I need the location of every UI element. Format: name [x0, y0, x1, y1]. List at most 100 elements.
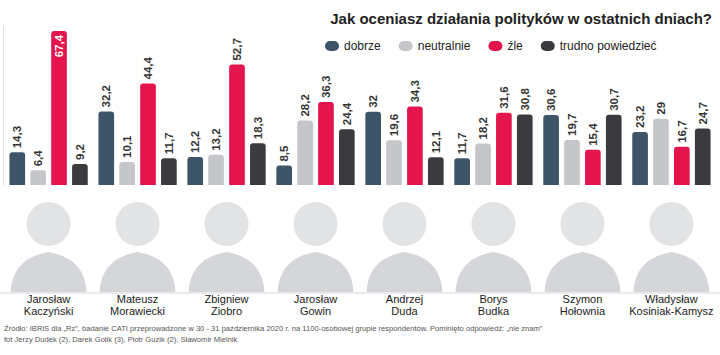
legend-label: źle	[507, 39, 523, 53]
photo-shoulders	[633, 252, 709, 292]
data-label: 12,1	[430, 130, 442, 153]
bar	[454, 158, 470, 185]
legend-item: neutralnie	[399, 39, 471, 53]
bar	[407, 107, 423, 185]
bar	[517, 115, 533, 185]
bar	[428, 157, 444, 185]
photo-shoulders	[189, 252, 265, 292]
photo-placeholder	[189, 202, 265, 292]
bar	[9, 152, 25, 185]
legend-swatch	[541, 41, 555, 51]
data-label: 15,4	[587, 123, 599, 146]
bar	[653, 119, 669, 185]
bar	[208, 155, 224, 185]
bar	[161, 158, 177, 185]
category-label: AndrzejDuda	[386, 293, 423, 317]
bar	[632, 132, 648, 185]
category-label: WładysławKosiniak-Kamysz	[629, 293, 713, 317]
data-label: 13,2	[210, 128, 222, 150]
bar	[386, 140, 402, 185]
data-label: 67,4	[53, 34, 65, 57]
bar	[297, 121, 313, 185]
data-label: 36,3	[320, 76, 332, 98]
legend-label: dobrze	[344, 39, 381, 53]
legend-swatch	[488, 41, 502, 51]
photo-head	[205, 202, 249, 246]
data-label: 28,2	[299, 94, 311, 116]
data-label: 23,2	[634, 106, 646, 128]
bar	[119, 162, 135, 185]
category-label: MateuszMorawiecki	[110, 293, 165, 317]
data-label: 30,8	[519, 88, 531, 111]
photo-shoulders	[11, 252, 87, 292]
bar	[72, 164, 88, 185]
photo-shoulders	[455, 252, 531, 292]
data-labels: 14,332,212,28,53211,730,623,26,410,113,2…	[11, 34, 708, 166]
photo-shoulders	[366, 252, 442, 292]
category-label: ZbigniewZiobro	[205, 293, 249, 317]
photo-baseline	[0, 293, 720, 294]
data-label: 52,7	[231, 38, 243, 60]
data-label: 8,5	[278, 145, 290, 162]
data-label: 18,2	[477, 117, 489, 139]
data-label: 32,2	[100, 85, 112, 107]
photo-head	[560, 202, 604, 246]
photo-shoulders	[278, 252, 354, 292]
x-axis-labels: JarosławKaczyński MateuszMorawiecki Zbigni…	[24, 293, 714, 317]
photo-shoulders	[100, 252, 176, 292]
bar	[543, 115, 559, 185]
data-label: 11,7	[456, 133, 468, 155]
chart: 14,332,212,28,53211,730,623,26,410,113,2…	[0, 0, 720, 355]
photo-placeholder	[278, 202, 354, 292]
data-label: 12,2	[189, 131, 201, 153]
photo-placeholder	[455, 202, 531, 292]
data-label: 24,7	[697, 102, 709, 124]
bar	[339, 129, 355, 185]
photo-placeholder	[11, 202, 87, 292]
photo-shoulders	[544, 252, 620, 292]
data-label: 31,6	[498, 86, 510, 108]
category-label: SzymonHołownia	[560, 293, 606, 317]
bar	[496, 113, 512, 185]
title: Jak oceniasz działania polityków w ostat…	[330, 10, 712, 27]
legend-item: dobrze	[325, 39, 381, 53]
data-label: 24,4	[341, 102, 353, 125]
legend-item: trudno powiedzieć	[541, 39, 657, 53]
category-label: JarosławKaczyński	[24, 293, 74, 317]
bar	[674, 147, 690, 185]
data-label: 32	[367, 95, 379, 108]
category-label: JarosławGowin	[294, 293, 337, 317]
y-axis-line	[3, 26, 4, 186]
legend-label: neutralnie	[418, 39, 471, 53]
data-label: 30,6	[545, 89, 557, 111]
legend-swatch	[325, 41, 339, 51]
photo-placeholder	[544, 202, 620, 292]
bar	[475, 143, 491, 185]
bar	[318, 102, 334, 185]
data-label: 19,7	[566, 114, 578, 136]
photo-head	[382, 202, 426, 246]
data-label: 30,7	[608, 88, 620, 110]
category-label: BorysBudka	[478, 293, 510, 317]
bar	[585, 150, 601, 185]
photo-placeholder	[100, 202, 176, 292]
photo-head	[649, 202, 693, 246]
bar	[250, 143, 266, 185]
legend: dobrze neutralnie źle trudno powiedzieć	[325, 39, 657, 53]
data-label: 9,2	[74, 144, 86, 160]
bar	[51, 31, 67, 185]
bar	[365, 112, 381, 185]
photo-head	[116, 202, 160, 246]
photo-head	[27, 202, 71, 246]
y-axis	[3, 26, 4, 186]
bar	[695, 129, 711, 185]
source: Źródło: IBRiS dla „Rz”, badanie CATI prz…	[4, 324, 543, 333]
photo-placeholder	[633, 202, 709, 292]
photos	[11, 202, 710, 292]
data-label: 16,7	[676, 120, 688, 142]
bar	[98, 111, 114, 185]
bar	[140, 84, 156, 185]
legend-swatch	[399, 41, 413, 51]
legend-label: trudno powiedzieć	[560, 39, 657, 53]
data-label: 14,3	[11, 126, 23, 148]
